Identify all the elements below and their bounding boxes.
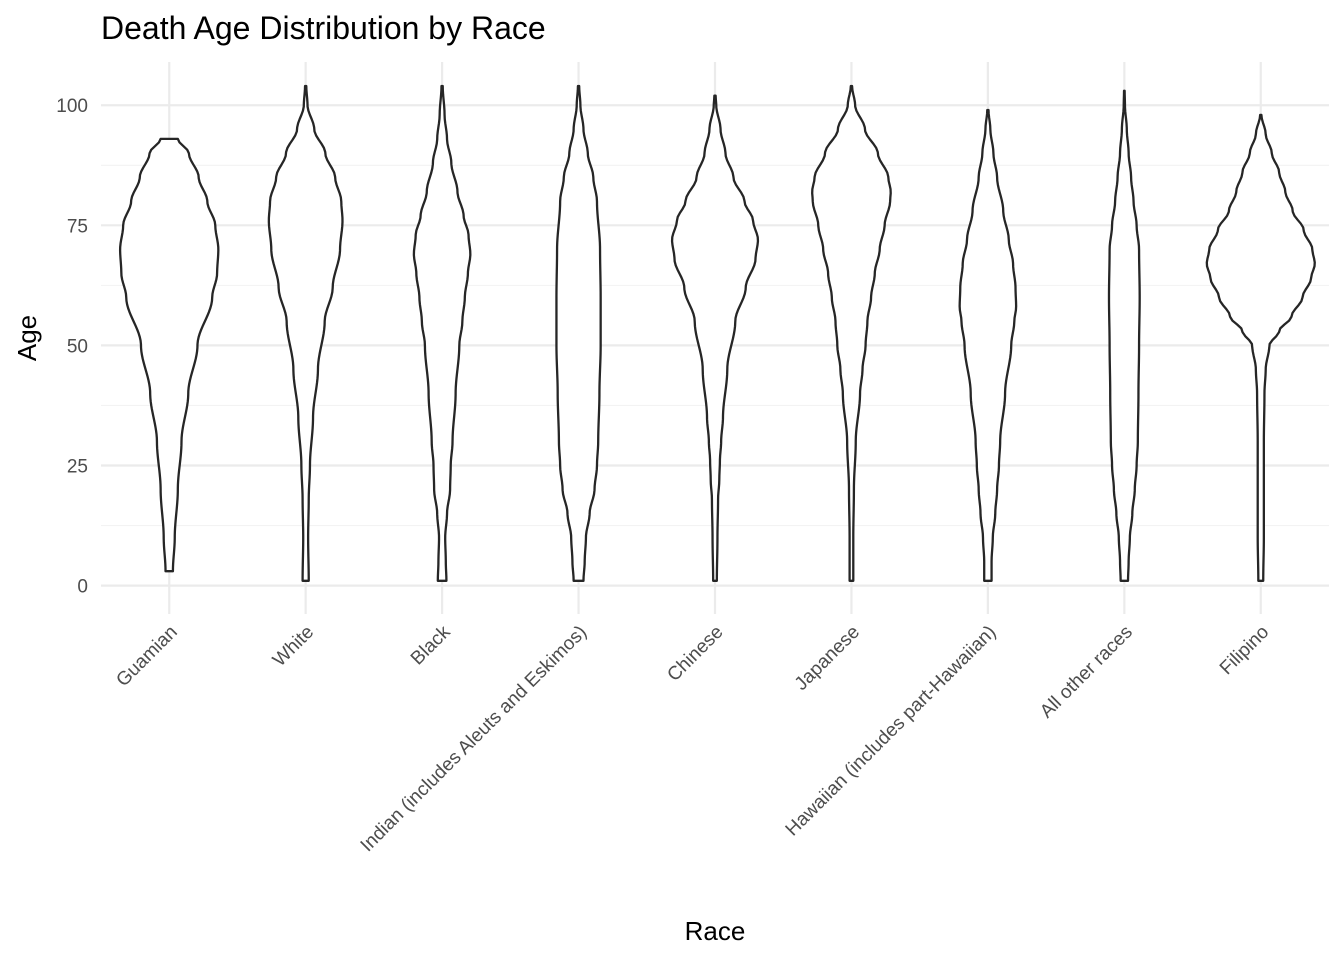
violin-5 xyxy=(670,94,760,582)
y-axis-title: Age xyxy=(12,315,42,361)
x-tick-label: Hawaiian (includes part-Hawaiian) xyxy=(782,622,1001,841)
y-tick-label: 0 xyxy=(77,577,88,598)
violin-2 xyxy=(267,84,344,582)
x-tick-label: All other races xyxy=(1036,622,1137,723)
x-axis-title: Race xyxy=(685,916,746,946)
violin-3 xyxy=(412,84,472,582)
violin-4 xyxy=(555,84,602,582)
y-tick-label: 100 xyxy=(56,96,88,117)
x-tick-label: Black xyxy=(407,621,455,669)
violin-8 xyxy=(1107,89,1141,582)
x-tick-label: Indian (includes Aleuts and Eskimos) xyxy=(357,622,591,856)
chart-title: Death Age Distribution by Race xyxy=(101,10,546,46)
y-tick-label: 25 xyxy=(67,457,88,478)
violin-1 xyxy=(118,137,220,573)
x-tick-label: Japanese xyxy=(791,622,864,695)
x-tick-label: Filipino xyxy=(1216,622,1273,679)
violin-6 xyxy=(811,84,892,582)
violin-9 xyxy=(1205,113,1316,582)
y-tick-label: 50 xyxy=(67,336,88,357)
x-tick-label: White xyxy=(269,622,318,671)
violin-7 xyxy=(958,108,1018,582)
x-tick-label: Chinese xyxy=(663,622,727,686)
y-axis-ticks: 0 25 50 75 100 xyxy=(56,96,88,597)
x-tick-label: Guamian xyxy=(112,622,181,691)
y-tick-label: 75 xyxy=(67,216,88,237)
violins xyxy=(118,84,1316,582)
